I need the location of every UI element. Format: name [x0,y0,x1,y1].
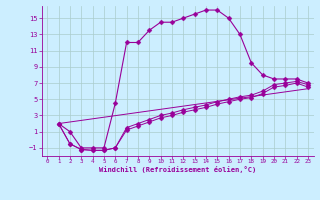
X-axis label: Windchill (Refroidissement éolien,°C): Windchill (Refroidissement éolien,°C) [99,166,256,173]
